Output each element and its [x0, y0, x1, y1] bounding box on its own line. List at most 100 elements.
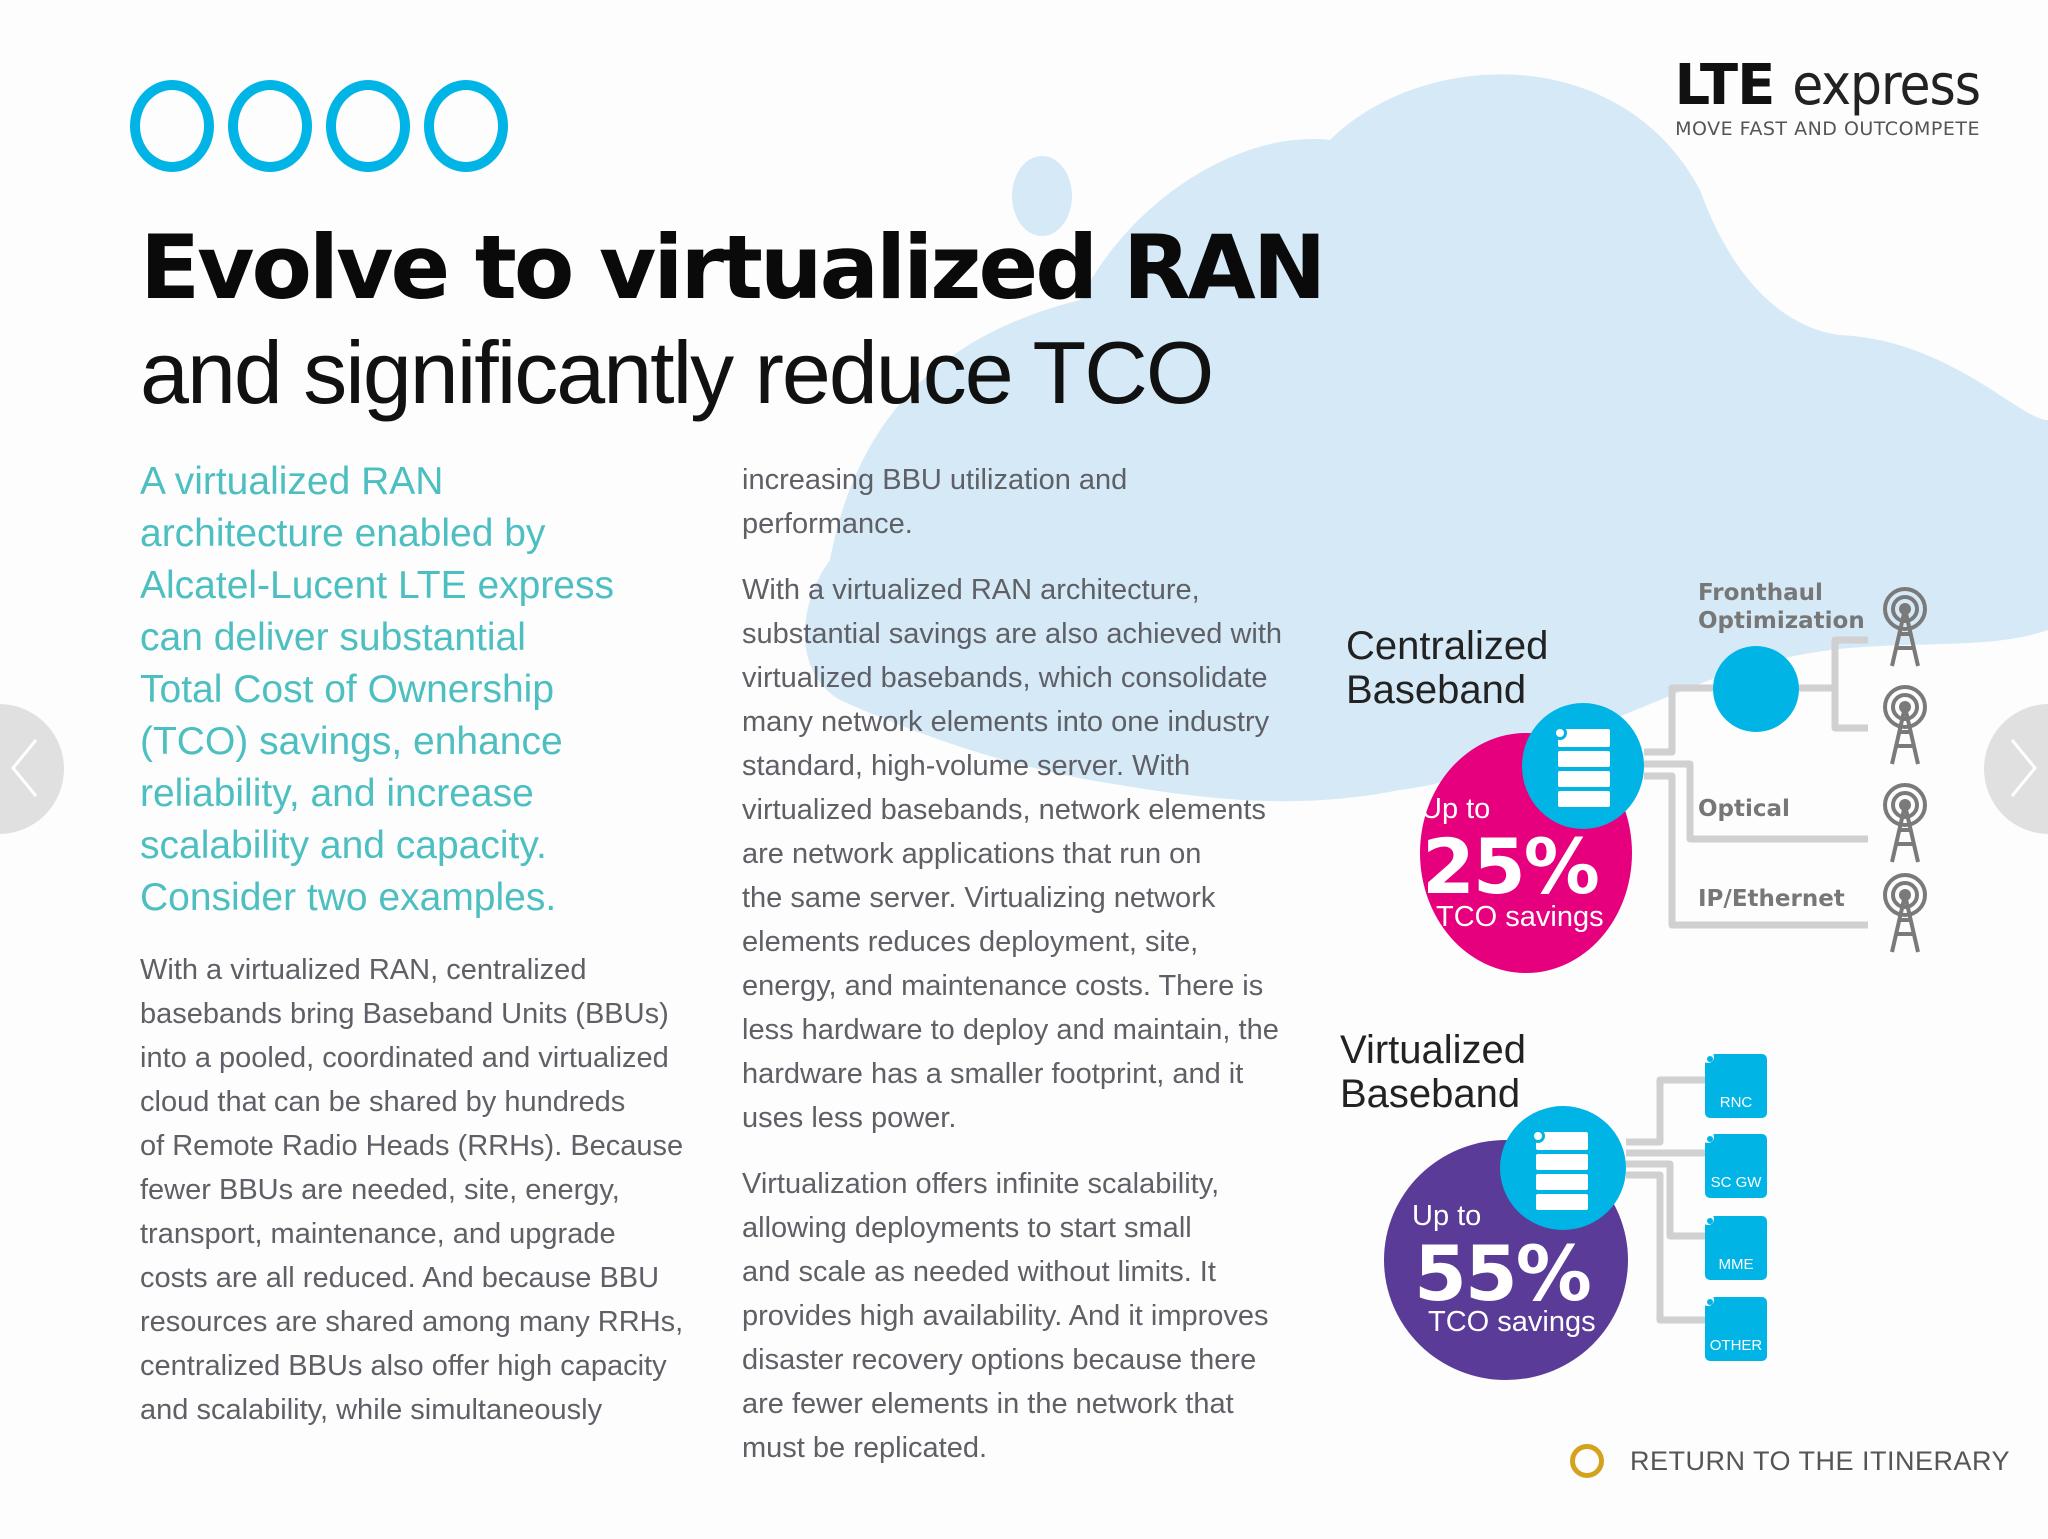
- body-line: resources are shared among many RRHs,: [140, 1306, 684, 1338]
- savings-label: TCO savings: [1428, 1306, 1596, 1338]
- intro-line: Consider two examples.: [140, 876, 557, 919]
- brand-name-bold: LTE: [1674, 53, 1776, 118]
- brand-tagline: MOVE FAST AND OUTCOMPETE: [1675, 118, 1980, 140]
- body-line: basebands bring Baseband Units (BBUs): [140, 998, 669, 1030]
- body-line: transport, maintenance, and upgrade: [140, 1218, 616, 1250]
- body-line: hardware has a smaller footprint, and it: [742, 1058, 1244, 1090]
- savings-up-to: Up to: [1412, 1200, 1482, 1232]
- logo-ring-icon: [130, 80, 214, 172]
- body-line: fewer BBUs are needed, site, energy,: [140, 1174, 620, 1206]
- server-badge: [1522, 703, 1644, 829]
- server-icon: [1531, 1129, 1588, 1210]
- network-element-mme: MME: [1702, 1213, 1767, 1280]
- body-line: substantial savings are also achieved wi…: [742, 618, 1283, 650]
- body-line: With a virtualized RAN architecture,: [742, 574, 1200, 606]
- server-icon: [1553, 726, 1610, 807]
- intro-line: can deliver substantial: [140, 616, 526, 659]
- intro-line: architecture enabled by: [140, 512, 546, 555]
- network-element-rnc: RNC: [1702, 1051, 1767, 1118]
- body-line: centralized BBUs also offer high capacit…: [140, 1350, 667, 1382]
- next-page-button[interactable]: [1984, 704, 2048, 834]
- brand-title: LTE express: [1674, 53, 1981, 118]
- ring-icon: [1570, 1444, 1604, 1478]
- paragraph-2: With a virtualized RAN architecture, sub…: [742, 568, 1322, 1140]
- body-line: into a pooled, coordinated and virtualiz…: [140, 1042, 669, 1074]
- paragraph-3: Virtualization offers infinite scalabili…: [742, 1162, 1322, 1470]
- body-line: and scalability, while simultaneously: [140, 1394, 603, 1426]
- radio-tower-icon: [1883, 783, 1927, 863]
- label-line: Optimization: [1698, 608, 1865, 634]
- server-badge: [1500, 1106, 1626, 1230]
- body-line: uses less power.: [742, 1102, 957, 1134]
- savings-up-to: Up to: [1421, 793, 1491, 825]
- previous-page-button[interactable]: [0, 704, 64, 834]
- intro-line: Alcatel-Lucent LTE express: [140, 564, 614, 607]
- body-column-left: With a virtualized RAN, centralized base…: [140, 948, 720, 1432]
- radio-tower-icon: [1883, 873, 1927, 953]
- headline-line-2: and significantly reduce TCO: [140, 323, 1214, 422]
- chevron-right-icon: [2010, 739, 2037, 797]
- brand-block: LTE express MOVE FAST AND OUTCOMPETE: [1674, 53, 1981, 141]
- optical-label: Optical: [1698, 796, 1790, 822]
- logo-ring-icon: [424, 80, 508, 172]
- page-title: Evolve to virtualized RAN and significan…: [140, 216, 1326, 428]
- body-line: the same server. Virtualizing network: [742, 882, 1216, 914]
- body-line: less hardware to deploy and maintain, th…: [742, 1014, 1279, 1046]
- radio-tower-icon: [1883, 685, 1927, 765]
- body-line: energy, and maintenance costs. There is: [742, 970, 1264, 1002]
- intro-line: Total Cost of Ownership: [140, 668, 555, 711]
- body-line: virtualized basebands, which consolidate: [742, 662, 1268, 694]
- label-line: Fronthaul: [1698, 580, 1823, 606]
- body-line: are network applications that run on: [742, 838, 1202, 870]
- body-line: performance.: [742, 508, 913, 540]
- body-line: allowing deployments to start small: [742, 1212, 1192, 1244]
- savings-label: TCO savings: [1436, 901, 1604, 933]
- intro-line: A virtualized RAN: [140, 460, 444, 503]
- title-line: Virtualized: [1340, 1028, 1527, 1072]
- savings-percent: 55%: [1414, 1229, 1592, 1318]
- body-line: elements reduces deployment, site,: [742, 926, 1199, 958]
- body-line: increasing BBU utilization and: [742, 464, 1128, 496]
- logo-ring-icon: [228, 80, 312, 172]
- body-line: cloud that can be shared by hundreds: [140, 1086, 626, 1118]
- body-line: standard, high-volume server. With: [742, 750, 1191, 782]
- body-line: must be replicated.: [742, 1432, 988, 1464]
- logo-circles: [130, 80, 508, 172]
- network-element-other: OTHER: [1702, 1294, 1767, 1361]
- title-line: Centralized: [1346, 624, 1549, 668]
- intro-paragraph: A virtualized RAN architecture enabled b…: [140, 456, 700, 924]
- logo-ring-icon: [326, 80, 410, 172]
- intro-line: (TCO) savings, enhance: [140, 720, 563, 763]
- return-to-itinerary-link[interactable]: RETURN TO THE ITINERARY: [1570, 1444, 2010, 1478]
- fronthaul-optimization-label: Fronthaul Optimization: [1698, 579, 1865, 635]
- body-line: virtualized basebands, network elements: [742, 794, 1266, 826]
- body-line: are fewer elements in the network that: [742, 1388, 1234, 1420]
- centralized-baseband-title: Centralized Baseband: [1346, 624, 1548, 712]
- return-link-label: RETURN TO THE ITINERARY: [1630, 1445, 2011, 1476]
- body-line: With a virtualized RAN, centralized: [140, 954, 587, 986]
- body-line: disaster recovery options because there: [742, 1344, 1257, 1376]
- body-line: provides high availability. And it impro…: [742, 1300, 1269, 1332]
- title-line: Baseband: [1346, 668, 1527, 712]
- ip-ethernet-label: IP/Ethernet: [1698, 886, 1845, 912]
- chevron-left-icon: [11, 739, 38, 797]
- body-line: Virtualization offers infinite scalabili…: [742, 1168, 1220, 1200]
- brand-name-light: express: [1792, 53, 1981, 118]
- savings-percent: 25%: [1422, 822, 1600, 911]
- network-element-sc-gw: SC GW: [1702, 1131, 1767, 1198]
- paragraph-1: increasing BBU utilization and performan…: [742, 458, 1322, 546]
- headline-line-1: Evolve to virtualized RAN: [140, 216, 1326, 319]
- body-line: many network elements into one industry: [742, 706, 1270, 738]
- title-line: Baseband: [1340, 1072, 1521, 1116]
- body-line: of Remote Radio Heads (RRHs). Because: [140, 1130, 684, 1162]
- radio-tower-icon: [1883, 587, 1927, 667]
- body-column-right: increasing BBU utilization and performan…: [742, 458, 1322, 1492]
- fronthaul-node: [1713, 646, 1799, 732]
- body-line: and scale as needed without limits. It: [742, 1256, 1216, 1288]
- intro-line: scalability and capacity.: [140, 824, 547, 867]
- body-line: costs are all reduced. And because BBU: [140, 1262, 660, 1294]
- intro-line: reliability, and increase: [140, 772, 534, 815]
- virtualized-baseband-title: Virtualized Baseband: [1340, 1028, 1526, 1116]
